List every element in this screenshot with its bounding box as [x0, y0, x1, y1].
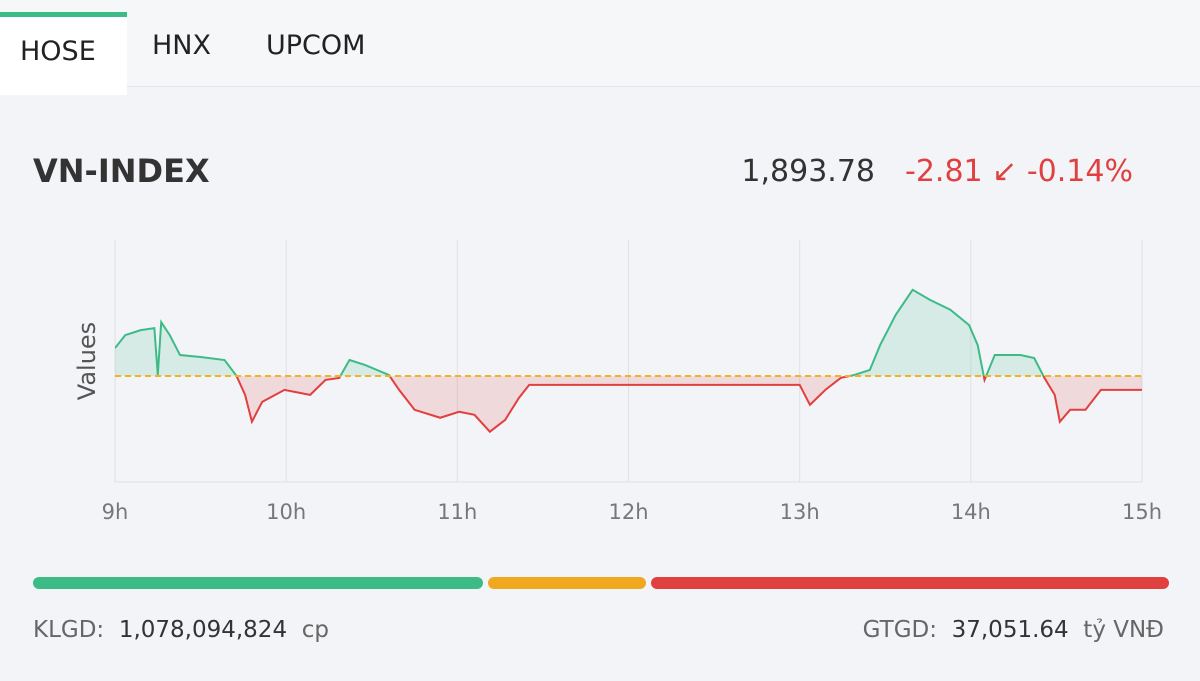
x-tick-label: 14h — [951, 500, 991, 524]
value: 37,051.64 — [951, 617, 1069, 643]
breadth-segment — [651, 577, 1169, 589]
footer-right: GTGD: 37,051.64 tỷ VNĐ — [863, 617, 1164, 643]
x-tick-label: 15h — [1122, 500, 1162, 524]
footer-left: KLGD: 1,078,094,824 cp — [33, 617, 329, 643]
change: -2.81 — [905, 154, 983, 189]
x-tick-label: 9h — [102, 500, 129, 524]
volume: 1,078,094,824 — [118, 617, 288, 643]
chart: Values 9h 10h 11h 12h 13h 14h 15h — [73, 240, 1162, 524]
line — [115, 288, 1045, 376]
tab-bar — [0, 0, 1200, 87]
x-tick-label: 11h — [437, 500, 477, 524]
percent: -0.14% — [1026, 154, 1133, 189]
arrow-icon: ↙ — [992, 154, 1018, 189]
area — [115, 289, 1142, 376]
tab[interactable]: HNX — [152, 30, 211, 61]
tab[interactable]: HOSE — [20, 36, 96, 67]
x-tick-label: 12h — [608, 500, 648, 524]
tab[interactable]: UPCOM — [266, 30, 366, 61]
index-name: VN-INDEX — [33, 152, 210, 190]
index-value: 1,893.78 — [741, 154, 875, 189]
label: GTGD: — [862, 617, 937, 643]
breadth-segment — [488, 577, 647, 589]
breadth-bar — [33, 577, 1169, 589]
index-change: -2.81 ↙ -0.14% — [905, 154, 1133, 189]
x-tick-label: 10h — [266, 500, 306, 524]
x-tick-label: 13h — [780, 500, 820, 524]
unit: cp — [301, 617, 329, 643]
y-axis-label: Values — [73, 322, 101, 400]
active-tab-bg[interactable] — [0, 12, 127, 95]
label: KLGD: — [33, 617, 105, 643]
line — [235, 375, 1142, 434]
breadth-segment — [33, 577, 484, 589]
unit: tỷ VNĐ — [1083, 617, 1164, 643]
area — [236, 375, 1142, 432]
